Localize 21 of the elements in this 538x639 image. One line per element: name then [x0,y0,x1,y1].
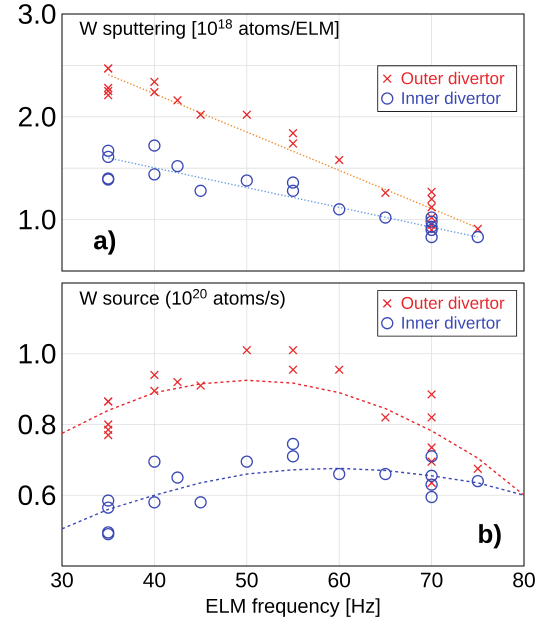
chart-title: W source (10$^{20}$ atoms/s) [79,289,285,309]
x-tick-label: 70 [421,572,442,588]
annotation: a) [94,230,116,255]
y-tick-label: 0.6 [18,485,56,506]
legend-label: Inner divertor [402,92,501,104]
y-tick-label: 2.0 [18,106,56,127]
legend-label: Inner divertor [402,316,501,329]
x-tick-label: 60 [328,572,350,588]
x-tick-label: 30 [51,572,73,588]
legend-label: Outer divertor [402,296,504,309]
chart-title: W sputtering [10$^{18}$ atoms/ELM] [79,19,338,39]
y-tick-label: 3.0 [18,4,56,24]
y-tick-label: 1.0 [20,210,56,230]
x-tick-label: 80 [513,572,535,588]
legend-label: Outer divertor [402,72,504,84]
y-tick-label: 0.8 [18,414,56,434]
y-tick-label: 1.0 [20,344,56,364]
x-axis-title: ELM frequency [Hz] [206,598,380,617]
x-tick-label: 40 [143,572,166,588]
x-tick-label: 50 [236,572,258,588]
annotation: b) [479,524,501,548]
